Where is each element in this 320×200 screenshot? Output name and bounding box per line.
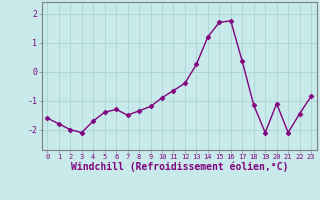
X-axis label: Windchill (Refroidissement éolien,°C): Windchill (Refroidissement éolien,°C) [70, 162, 288, 172]
